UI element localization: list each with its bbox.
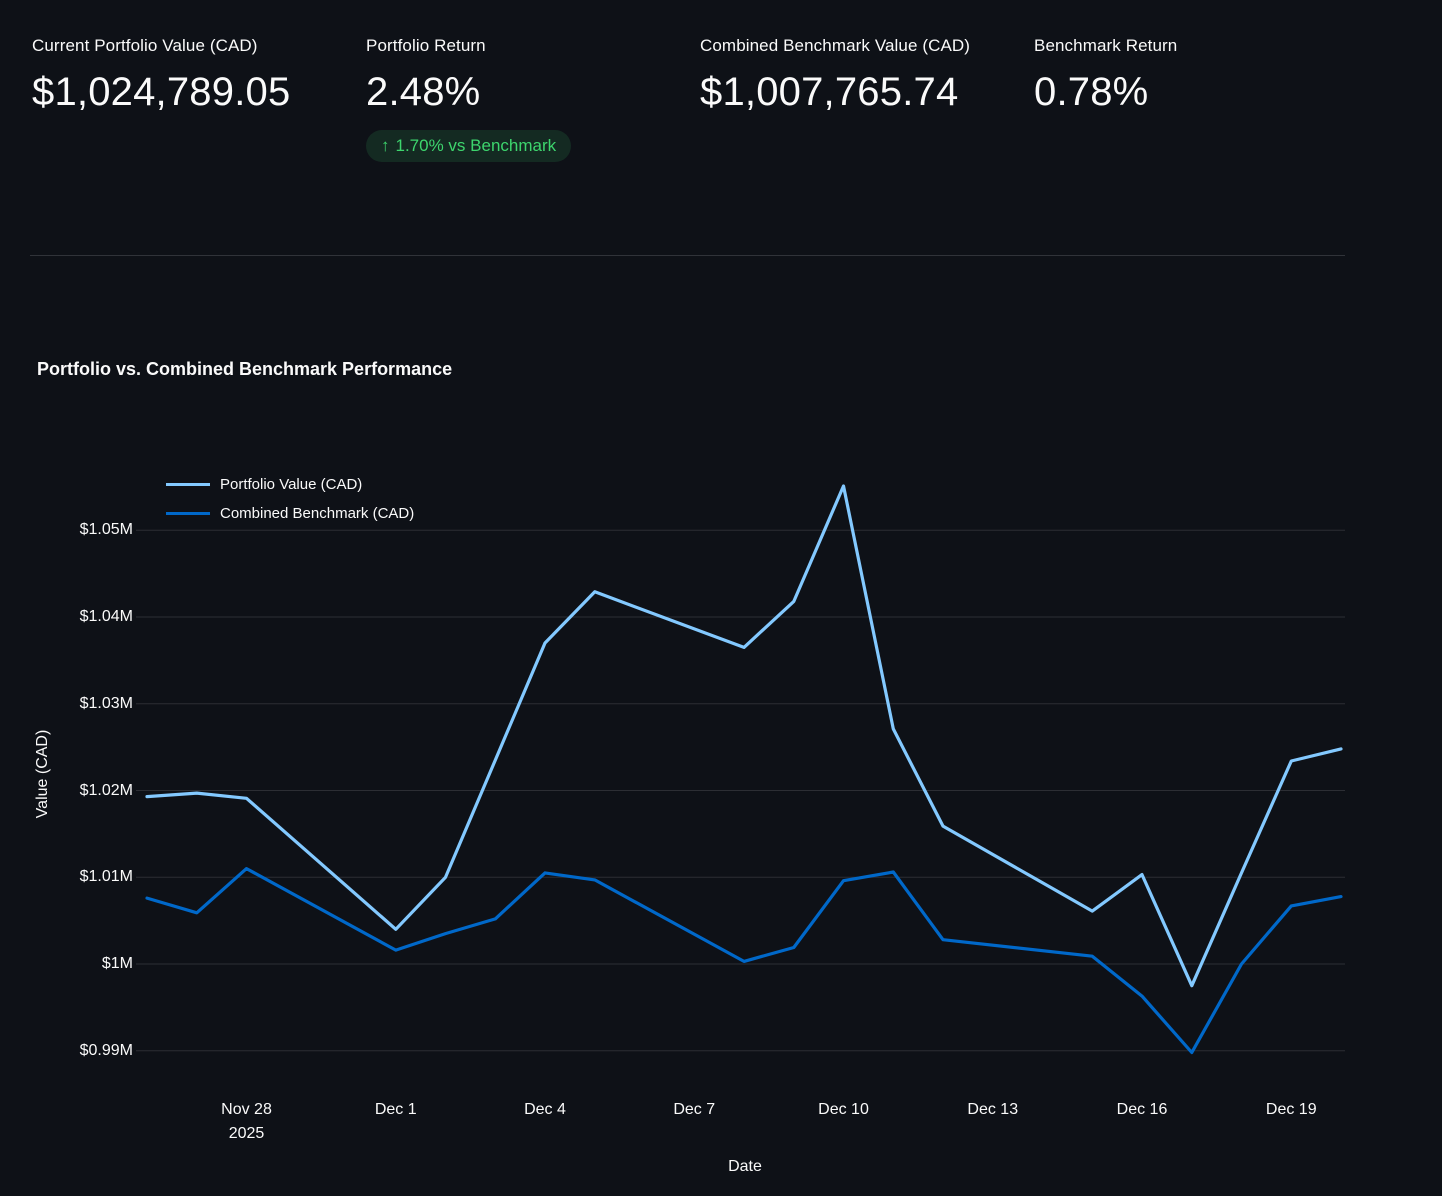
- up-arrow-icon: ↑: [381, 136, 390, 155]
- x-tick-label: Dec 16: [1116, 1101, 1168, 1118]
- section-divider: [30, 255, 1345, 256]
- metric-label: Portfolio Return: [366, 36, 486, 55]
- metric-current-portfolio-value: Current Portfolio Value (CAD) $1,024,789…: [32, 36, 290, 114]
- series-line-combined-benchmark-cad-: [145, 866, 1343, 1055]
- legend-label: Combined Benchmark (CAD): [220, 505, 415, 522]
- x-tick-label: Nov 28: [221, 1101, 272, 1118]
- x-axis-title: Date: [728, 1158, 762, 1175]
- x-tick: Dec 13: [933, 1098, 1053, 1122]
- legend-item-combined-benchmark-cad-[interactable]: Combined Benchmark (CAD): [166, 499, 414, 528]
- metric-value: $1,024,789.05: [32, 70, 291, 114]
- metric-value: $1,007,765.74: [700, 70, 959, 114]
- y-tick-label: $1M: [101, 955, 133, 972]
- metric-combined-benchmark-value: Combined Benchmark Value (CAD) $1,007,76…: [700, 36, 970, 114]
- x-tick-label: Dec 7: [673, 1101, 716, 1118]
- legend-item-portfolio-value-cad-[interactable]: Portfolio Value (CAD): [166, 470, 414, 499]
- x-tick: Nov 28 2025: [187, 1098, 307, 1146]
- y-axis-title: Value (CAD): [34, 729, 51, 819]
- y-tick-label: $1.03M: [79, 694, 133, 712]
- y-tick-label: $1.04M: [79, 608, 133, 625]
- y-tick-label: $1.02M: [79, 781, 133, 799]
- x-tick: Dec 10: [784, 1098, 904, 1122]
- x-tick: Dec 19: [1231, 1098, 1351, 1122]
- x-tick-label: Dec 19: [1265, 1101, 1317, 1118]
- series-line-portfolio-value-cad-: [145, 484, 1343, 988]
- chart-title: Portfolio vs. Combined Benchmark Perform…: [37, 359, 453, 379]
- x-tick-label: Dec 13: [967, 1101, 1019, 1118]
- legend-label: Portfolio Value (CAD): [220, 476, 363, 493]
- delta-text: 1.70% vs Benchmark: [395, 136, 557, 155]
- x-tick: Dec 16: [1082, 1098, 1202, 1122]
- chart-legend: Portfolio Value (CAD) Combined Benchmark …: [166, 470, 414, 528]
- x-tick-label-year: 2025: [228, 1125, 265, 1142]
- metric-label: Benchmark Return: [1034, 36, 1178, 55]
- y-tick-label: $0.99M: [79, 1041, 133, 1059]
- legend-line-swatch: [166, 483, 210, 486]
- metric-label: Combined Benchmark Value (CAD): [700, 36, 971, 55]
- metric-label: Current Portfolio Value (CAD): [32, 36, 258, 55]
- delta-badge: ↑ 1.70% vs Benchmark: [366, 130, 572, 162]
- legend-line-swatch: [166, 512, 210, 515]
- y-tick-label: $1.01M: [79, 868, 133, 886]
- x-tick-label: Dec 4: [524, 1101, 566, 1118]
- metric-value: 0.78%: [1034, 70, 1149, 114]
- metric-value: 2.48%: [366, 70, 481, 114]
- x-tick-label: Dec 10: [818, 1101, 869, 1118]
- x-tick: Dec 7: [634, 1098, 754, 1122]
- y-tick-label: $1.05M: [79, 521, 133, 539]
- x-tick: Dec 1: [336, 1098, 456, 1122]
- metric-benchmark-return: Benchmark Return 0.78%: [1034, 36, 1177, 114]
- x-tick-label: Dec 1: [374, 1101, 417, 1118]
- metric-portfolio-return: Portfolio Return 2.48% ↑ 1.70% vs Benchm…: [366, 36, 572, 162]
- x-tick: Dec 4: [485, 1098, 605, 1122]
